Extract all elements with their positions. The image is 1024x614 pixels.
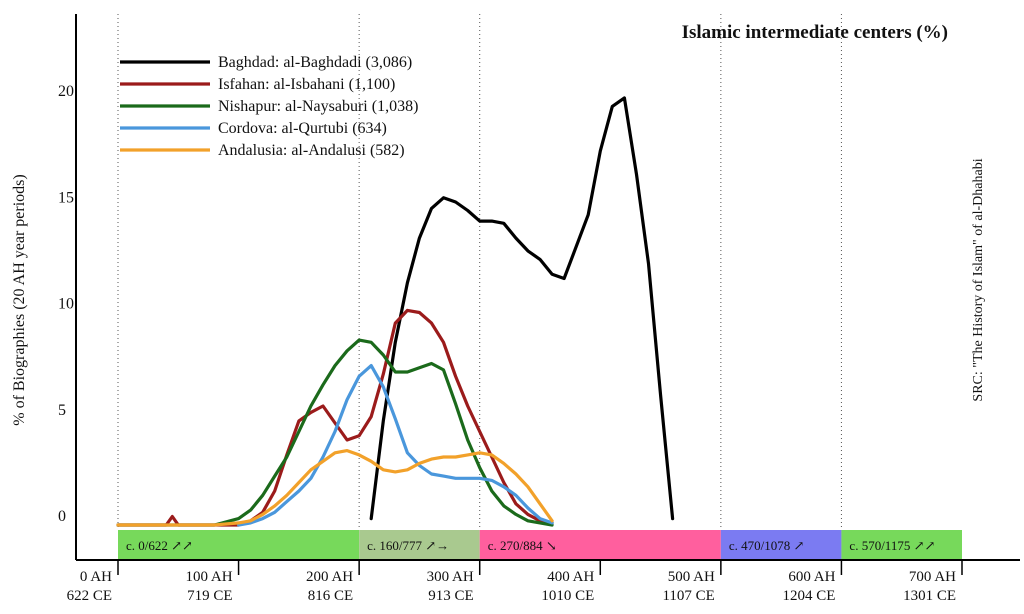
y-tick-label: 5 xyxy=(58,402,66,419)
series-lines xyxy=(116,96,675,527)
x-tick-label-ce: 816 CE xyxy=(308,588,353,604)
y-tick-label: 20 xyxy=(58,83,74,100)
x-tick-label-ah: 0 AH xyxy=(80,569,112,585)
x-tick-label-ah: 700 AH xyxy=(909,569,956,585)
period-label: c. 470/1078 ↗ xyxy=(729,538,805,553)
period-rect xyxy=(841,530,962,559)
source-note: SRC: "The History of Islam" of al-Dhahab… xyxy=(971,158,986,401)
x-tick-label-ce: 913 CE xyxy=(428,588,473,604)
period-band: c. 160/777 ↗→ xyxy=(359,530,480,559)
series-line xyxy=(116,338,554,527)
period-label: c. 270/884 ↘ xyxy=(488,538,557,553)
legend-item: Andalusia: al-Andalusi (582) xyxy=(120,142,405,159)
series-line xyxy=(116,449,554,527)
x-tick-label-ce: 622 CE xyxy=(67,588,112,604)
period-rect xyxy=(720,530,842,559)
period-label: c. 0/622 ↗↗ xyxy=(126,538,193,553)
legend: Baghdad: al-Baghdadi (3,086) Isfahan: al-… xyxy=(120,54,418,159)
series-line xyxy=(369,96,675,521)
x-tick-label-ah: 400 AH xyxy=(547,569,594,585)
x-tick-label-ah: 200 AH xyxy=(306,569,353,585)
period-band: c. 0/622 ↗↗ xyxy=(118,530,360,559)
x-tick-label-ce: 1204 CE xyxy=(783,588,836,604)
y-tick-label: 10 xyxy=(58,296,74,313)
x-tick-label-ah: 100 AH xyxy=(185,569,232,585)
series-line xyxy=(237,364,554,527)
legend-item: Isfahan: al-Isbahani (1,100) xyxy=(120,76,395,93)
y-axis-label: % of Biographies (20 AH year periods) xyxy=(11,174,28,426)
y-tick-label: 0 xyxy=(58,508,66,525)
x-tick-label-ce: 1010 CE xyxy=(541,588,594,604)
y-tick-label: 15 xyxy=(58,189,74,206)
legend-label: Nishapur: al-Naysaburi (1,038) xyxy=(218,98,418,115)
legend-item: Cordova: al-Qurtubi (634) xyxy=(120,120,387,137)
period-band: c. 270/884 ↘ xyxy=(479,530,721,559)
legend-label: Cordova: al-Qurtubi (634) xyxy=(218,120,387,137)
axes xyxy=(75,14,1020,561)
legend-label: Baghdad: al-Baghdadi (3,086) xyxy=(218,54,412,71)
x-tick-label-ah: 600 AH xyxy=(788,569,835,585)
chart-title: Islamic intermediate centers (%) xyxy=(682,22,948,43)
legend-label: Andalusia: al-Andalusi (582) xyxy=(218,142,405,159)
legend-item: Nishapur: al-Naysaburi (1,038) xyxy=(120,98,418,115)
legend-label: Isfahan: al-Isbahani (1,100) xyxy=(218,76,395,93)
x-tick-label-ce: 1107 CE xyxy=(662,588,714,604)
legend-item: Baghdad: al-Baghdadi (3,086) xyxy=(120,54,412,71)
period-label: c. 570/1175 ↗↗ xyxy=(849,538,935,553)
period-rect xyxy=(118,530,360,559)
y-ticks: 0 5 10 15 20 xyxy=(58,83,74,525)
period-label: c. 160/777 ↗→ xyxy=(367,538,449,553)
period-rect xyxy=(479,530,721,559)
period-band: c. 570/1175 ↗↗ xyxy=(841,530,962,559)
x-tick-label-ce: 1301 CE xyxy=(903,588,956,604)
x-tick-label-ah: 300 AH xyxy=(427,569,474,585)
period-bands: c. 0/622 ↗↗ c. 160/777 ↗→ c. 270/884 ↘ c. 4… xyxy=(118,530,962,559)
series-line xyxy=(116,308,554,527)
period-rect xyxy=(359,530,480,559)
x-tick-label-ah: 500 AH xyxy=(668,569,715,585)
x-ticks: 0 AH 622 CE 100 AH 719 CE 200 AH 816 CE 300 AH… xyxy=(67,560,963,604)
x-tick-label-ce: 719 CE xyxy=(187,588,232,604)
period-band: c. 470/1078 ↗ xyxy=(720,530,842,559)
